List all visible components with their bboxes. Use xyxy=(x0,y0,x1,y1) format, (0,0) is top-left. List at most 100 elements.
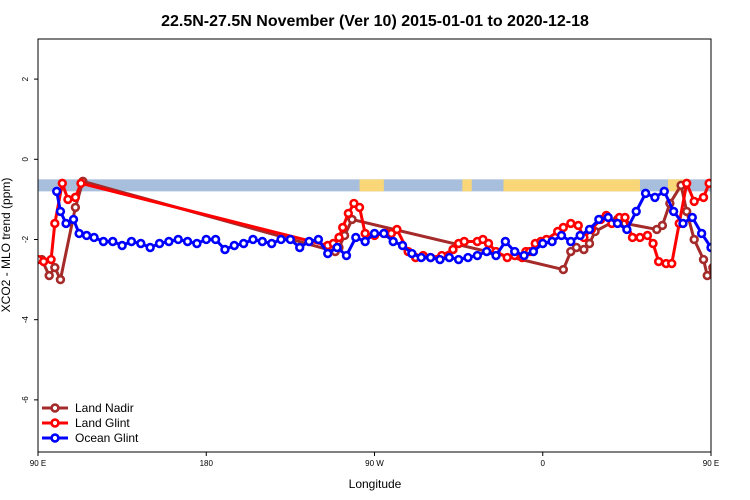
data-point xyxy=(81,230,92,241)
data-point xyxy=(276,234,286,245)
data-point xyxy=(538,238,548,249)
chart-title: 22.5N-27.5N November (Ver 10) 2015-01-01… xyxy=(161,13,589,30)
y-tick-label: -6 xyxy=(21,396,30,404)
data-point xyxy=(182,236,193,247)
data-point xyxy=(650,192,660,203)
data-point xyxy=(50,218,60,229)
data-point xyxy=(519,250,529,261)
data-point xyxy=(354,202,365,213)
data-point xyxy=(379,228,389,239)
legend-label: Land Nadir xyxy=(75,401,134,415)
data-point xyxy=(145,242,155,253)
data-point xyxy=(687,212,698,223)
data-point xyxy=(70,192,81,203)
data-point xyxy=(46,254,56,265)
data-point xyxy=(285,234,296,245)
data-point xyxy=(696,228,707,239)
data-point xyxy=(483,238,494,249)
x-axis-label: Longitude xyxy=(349,477,402,491)
data-point xyxy=(472,250,483,261)
data-point xyxy=(397,240,408,251)
data-point xyxy=(61,218,71,229)
data-point xyxy=(448,244,458,255)
data-point xyxy=(612,218,623,229)
data-point xyxy=(154,238,165,249)
y-tick-label: -2 xyxy=(21,235,30,243)
data-point xyxy=(126,236,137,247)
data-point xyxy=(210,234,221,245)
data-point xyxy=(566,236,576,247)
data-point xyxy=(689,234,699,245)
data-point xyxy=(594,214,604,225)
data-point xyxy=(74,228,84,239)
data-point xyxy=(70,202,81,213)
data-point xyxy=(659,186,669,197)
data-point xyxy=(579,244,589,255)
data-point xyxy=(38,256,49,267)
data-point xyxy=(164,236,174,247)
data-point xyxy=(667,258,677,269)
data-point xyxy=(642,230,653,241)
data-point xyxy=(571,242,582,253)
data-point xyxy=(689,196,699,207)
data-point xyxy=(698,192,709,203)
data-point xyxy=(528,246,539,257)
data-point xyxy=(334,232,344,243)
data-point xyxy=(573,220,583,231)
data-point xyxy=(55,274,66,285)
data-point xyxy=(603,212,613,223)
data-point xyxy=(57,178,68,189)
plot-area xyxy=(38,176,711,285)
data-point xyxy=(238,238,249,249)
data-point xyxy=(435,254,445,265)
data-point xyxy=(323,248,333,259)
land-segment xyxy=(462,179,472,192)
data-point xyxy=(500,236,511,247)
data-point xyxy=(388,236,398,247)
data-point xyxy=(98,236,109,247)
legend-marker xyxy=(50,418,60,428)
data-point xyxy=(407,248,417,259)
data-point xyxy=(360,236,370,247)
data-point xyxy=(192,238,202,249)
y-tick-label: 2 xyxy=(21,76,30,81)
data-point xyxy=(556,230,567,241)
data-point xyxy=(173,234,183,245)
data-point xyxy=(425,252,436,263)
data-point xyxy=(510,246,520,257)
axes: 90 E 180 90 W 0 90 E 2 0 -2 -4 -6 xyxy=(21,76,719,468)
data-point xyxy=(341,250,352,261)
legend-label: Ocean Glint xyxy=(75,431,139,445)
data-point xyxy=(631,206,641,217)
data-point xyxy=(653,256,664,267)
data-point xyxy=(702,270,711,281)
x-tick-label: 90 W xyxy=(365,459,384,468)
data-point xyxy=(108,236,118,247)
data-point xyxy=(708,263,711,272)
data-point xyxy=(648,238,658,249)
data-point xyxy=(678,218,688,229)
x-tick-label: 0 xyxy=(541,459,546,468)
data-point xyxy=(76,178,86,189)
data-point xyxy=(304,236,314,247)
data-point xyxy=(351,232,361,243)
data-point xyxy=(248,234,258,245)
data-point xyxy=(657,220,668,231)
legend-label: Land Glint xyxy=(75,416,130,430)
data-point xyxy=(463,252,473,263)
data-point xyxy=(558,264,569,275)
data-point xyxy=(360,228,370,239)
y-tick-label: 0 xyxy=(21,157,30,162)
data-point xyxy=(338,222,348,233)
data-point xyxy=(622,224,632,235)
data-point xyxy=(51,186,62,197)
x-tick-label: 180 xyxy=(200,459,214,468)
data-point xyxy=(681,206,692,217)
data-point xyxy=(635,232,645,243)
data-point xyxy=(453,254,464,265)
data-point xyxy=(220,244,230,255)
data-point xyxy=(68,214,79,225)
data-point xyxy=(668,206,679,217)
data-point xyxy=(63,194,73,205)
